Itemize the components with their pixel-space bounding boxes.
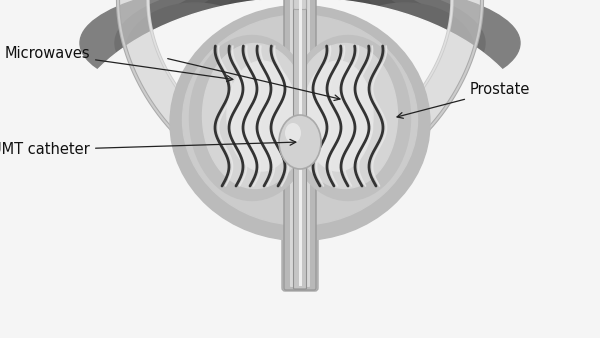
Ellipse shape — [182, 15, 418, 225]
Ellipse shape — [203, 44, 308, 189]
Ellipse shape — [210, 0, 390, 108]
Ellipse shape — [60, 0, 540, 308]
Ellipse shape — [227, 61, 297, 171]
FancyBboxPatch shape — [284, 0, 316, 290]
Ellipse shape — [293, 44, 398, 189]
Text: TUMT catheter: TUMT catheter — [0, 139, 296, 158]
Ellipse shape — [303, 61, 373, 171]
Bar — [299, 0, 302, 286]
Ellipse shape — [286, 35, 410, 200]
Text: Prostate: Prostate — [397, 82, 530, 118]
Ellipse shape — [285, 123, 301, 143]
Polygon shape — [340, 0, 482, 168]
FancyBboxPatch shape — [290, 0, 310, 287]
FancyBboxPatch shape — [282, 170, 318, 291]
Ellipse shape — [335, 3, 475, 103]
Ellipse shape — [125, 3, 265, 103]
Ellipse shape — [279, 115, 321, 169]
Polygon shape — [118, 0, 260, 168]
Ellipse shape — [80, 0, 520, 108]
FancyBboxPatch shape — [289, 173, 311, 288]
Ellipse shape — [170, 5, 430, 241]
Ellipse shape — [115, 0, 485, 108]
Text: Microwaves: Microwaves — [4, 46, 233, 81]
FancyBboxPatch shape — [293, 0, 307, 9]
Ellipse shape — [180, 0, 420, 108]
FancyBboxPatch shape — [293, 0, 307, 289]
Ellipse shape — [190, 35, 314, 200]
Ellipse shape — [150, 0, 450, 108]
